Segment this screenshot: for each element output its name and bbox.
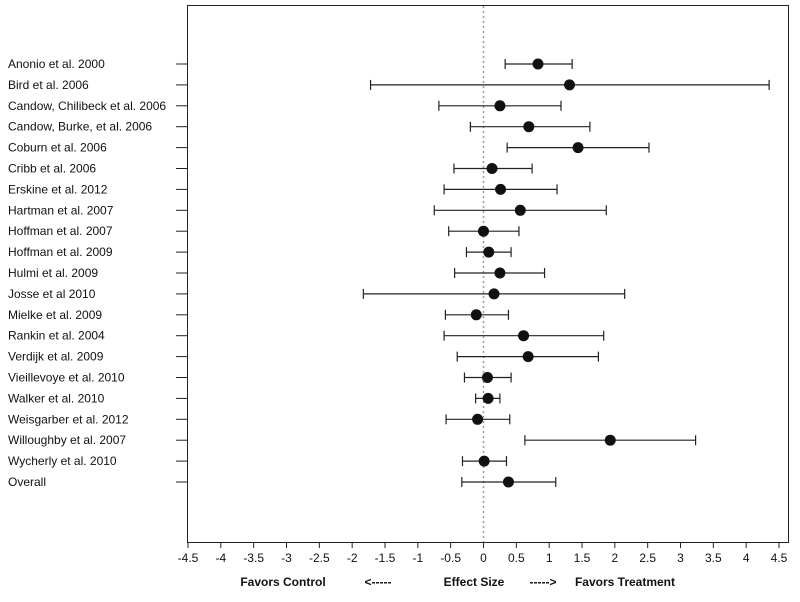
study-row: Bird et al. 2006 xyxy=(8,78,770,92)
study-label: Walker et al. 2010 xyxy=(8,391,105,405)
study-label: Verdijk et al. 2009 xyxy=(8,350,104,364)
study-label: Cribb et al. 2006 xyxy=(8,162,96,176)
favors-control-label: Favors Control xyxy=(240,575,325,589)
study-rows: Anonio et al. 2000 Bird et al. 2006 Candow… xyxy=(8,57,770,489)
effect-size-point xyxy=(564,79,576,91)
x-tick-label: -3 xyxy=(281,551,292,565)
study-row: Weisgarber et al. 2012 xyxy=(8,412,511,426)
study-row: Coburn et al. 2006 xyxy=(8,141,650,155)
study-label: Mielke et al. 2009 xyxy=(8,308,102,322)
effect-size-point xyxy=(488,288,500,300)
study-row: Wycherly et al. 2010 xyxy=(8,454,508,468)
study-row: Candow, Burke, et al. 2006 xyxy=(8,120,591,134)
study-label: Rankin et al. 2004 xyxy=(8,329,105,343)
study-row: Walker et al. 2010 xyxy=(8,391,501,405)
effect-size-point xyxy=(523,121,535,133)
study-label: Wycherly et al. 2010 xyxy=(8,454,117,468)
effect-size-point xyxy=(572,142,584,154)
x-tick-label: 4.5 xyxy=(771,551,788,565)
x-tick-label: 0 xyxy=(480,551,487,565)
effect-size-point xyxy=(494,100,506,112)
study-label: Coburn et al. 2006 xyxy=(8,141,107,155)
x-tick-label: 1.5 xyxy=(574,551,591,565)
effect-size-point xyxy=(502,476,514,488)
effect-size-point xyxy=(495,183,507,195)
study-label: Erskine et al. 2012 xyxy=(8,182,108,196)
study-label: Weisgarber et al. 2012 xyxy=(8,412,129,426)
x-tick-label: 3.5 xyxy=(705,551,722,565)
study-label: Hulmi et al. 2009 xyxy=(8,266,98,280)
x-tick-label: -4 xyxy=(215,551,226,565)
x-tick-label: -4.5 xyxy=(178,551,199,565)
study-row: Overall xyxy=(8,475,557,489)
x-tick-label: 0.5 xyxy=(508,551,525,565)
x-tick-label: -0.5 xyxy=(440,551,461,565)
study-row: Candow, Chilibeck et al. 2006 xyxy=(8,99,562,113)
x-tick-label: 3 xyxy=(677,551,684,565)
right-arrow-label: -----> xyxy=(530,575,557,589)
study-row: Verdijk et al. 2009 xyxy=(8,350,600,364)
effect-size-point xyxy=(478,455,490,467)
study-label: Willoughby et al. 2007 xyxy=(8,433,126,447)
x-tick-label: 2 xyxy=(611,551,618,565)
x-tick-label: -3.5 xyxy=(243,551,264,565)
study-row: Hoffman et al. 2007 xyxy=(8,224,520,238)
study-label: Josse et al 2010 xyxy=(8,287,96,301)
x-axis: -4.5 -4 -3.5 -3 -2.5 -2 -1.5 -1 -0.5 0 0.5 1 1.5 2 2.5… xyxy=(178,542,788,565)
study-label: Candow, Burke, et al. 2006 xyxy=(8,120,152,134)
study-label: Anonio et al. 2000 xyxy=(8,57,105,71)
favors-treatment-label: Favors Treatment xyxy=(575,575,675,589)
effect-size-point xyxy=(478,225,489,237)
study-label: Hoffman et al. 2009 xyxy=(8,245,113,259)
x-tick-label: 4 xyxy=(743,551,750,565)
study-label: Hoffman et al. 2007 xyxy=(8,224,113,238)
plot-frame xyxy=(187,5,789,543)
study-row: Cribb et al. 2006 xyxy=(8,162,533,176)
effect-size-point xyxy=(514,204,526,216)
study-row: Hulmi et al. 2009 xyxy=(8,266,546,280)
x-tick-label: 2.5 xyxy=(639,551,656,565)
study-label: Overall xyxy=(8,475,46,489)
effect-size-point xyxy=(472,413,484,425)
effect-size-point xyxy=(532,58,544,70)
effect-size-point xyxy=(604,434,616,446)
effect-size-point xyxy=(522,351,534,363)
effect-size-point xyxy=(494,267,506,279)
study-row: Rankin et al. 2004 xyxy=(8,329,605,343)
x-tick-label: -1.5 xyxy=(375,551,396,565)
study-row: Josse et al 2010 xyxy=(8,287,626,301)
study-row: Hartman et al. 2007 xyxy=(8,203,607,217)
effect-size-label: Effect Size xyxy=(444,575,505,589)
effect-size-point xyxy=(481,372,493,383)
study-row: Hoffman et al. 2009 xyxy=(8,245,512,259)
study-row: Willoughby et al. 2007 xyxy=(8,433,697,447)
x-tick-label: -2.5 xyxy=(309,551,330,565)
study-row: Mielke et al. 2009 xyxy=(8,308,510,322)
effect-size-point xyxy=(486,163,498,174)
x-tick-label: -1 xyxy=(412,551,423,565)
x-tick-label: -2 xyxy=(347,551,358,565)
x-axis-caption: Favors Control <----- Effect Size ----->… xyxy=(240,575,675,589)
study-row: Anonio et al. 2000 xyxy=(8,57,573,71)
study-label: Vieillevoye et al. 2010 xyxy=(8,371,125,385)
study-row: Vieillevoye et al. 2010 xyxy=(8,371,512,385)
study-label: Hartman et al. 2007 xyxy=(8,203,114,217)
study-label: Bird et al. 2006 xyxy=(8,78,89,92)
study-label: Candow, Chilibeck et al. 2006 xyxy=(8,99,166,113)
study-row: Erskine et al. 2012 xyxy=(8,182,558,196)
effect-size-point xyxy=(518,330,530,342)
effect-size-point xyxy=(482,392,494,404)
left-arrow-label: <----- xyxy=(365,575,392,589)
x-tick-label: 1 xyxy=(546,551,553,565)
effect-size-point xyxy=(470,309,482,321)
effect-size-point xyxy=(483,246,495,258)
